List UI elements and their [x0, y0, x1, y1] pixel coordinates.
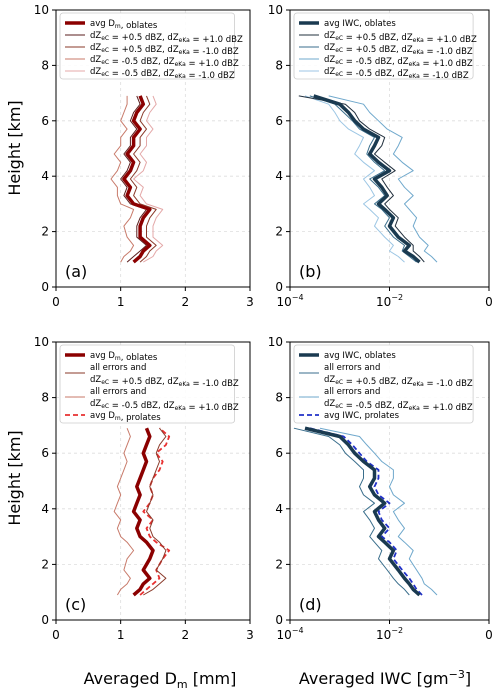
x-tick-label: 3: [246, 295, 254, 309]
series-line: [304, 95, 405, 263]
y-tick-label: 6: [41, 446, 49, 460]
series-line: [309, 95, 417, 263]
legend-label: avg Dm, oblates: [90, 351, 158, 363]
series-line: [313, 94, 421, 264]
legend-label: avg IWC, prolates: [324, 411, 400, 421]
x-tick-label: 0: [52, 295, 60, 309]
y-tick-label: 6: [275, 446, 283, 460]
ylabel-top: Height [km]: [5, 100, 24, 195]
x-tick-label: 10−4: [276, 626, 303, 642]
legend-box: [293, 344, 474, 424]
legend-label: dZeC = +0.5 dBZ, dZeKa = -1.0 dBZ: [90, 43, 239, 57]
x-tick-label: 2: [182, 628, 190, 642]
x-tick-label: 10−2: [376, 626, 403, 642]
x-tick-label: 2: [182, 295, 190, 309]
series-line: [319, 427, 438, 596]
legend-box: [293, 12, 474, 80]
panel-label: (d): [299, 595, 322, 614]
series-line: [131, 427, 155, 597]
y-tick-label: 2: [275, 557, 283, 571]
x-tick-label: 3: [246, 628, 254, 642]
y-tick-label: 10: [34, 335, 49, 349]
legend-box: [59, 12, 236, 80]
x-tick-label: 0: [485, 295, 493, 309]
panel-label: (c): [65, 595, 86, 614]
y-tick-label: 6: [275, 114, 283, 128]
legend-label: dZeC = -0.5 dBZ, dZeKa = +1.0 dBZ: [90, 399, 239, 413]
y-tick-label: 2: [275, 225, 283, 239]
y-tick-label: 4: [275, 502, 283, 516]
x-tick-label: 10−2: [376, 293, 403, 309]
y-tick-label: 0: [41, 613, 49, 627]
legend-label: dZeC = -0.5 dBZ, dZeKa = +1.0 dBZ: [324, 55, 473, 69]
x-tick-label: 1: [117, 295, 125, 309]
axes-frame: [55, 341, 251, 621]
legend-label: dZeC = -0.5 dBZ, dZeKa = -1.0 dBZ: [90, 67, 235, 81]
y-tick-label: 10: [34, 3, 49, 17]
legend-label: dZeC = -0.5 dBZ, dZeKa = -1.0 dBZ: [324, 67, 469, 81]
legend-label: all errors and: [90, 363, 146, 373]
y-tick-label: 8: [41, 58, 49, 72]
x-tick-label: 1: [117, 628, 125, 642]
x-tick-label: 0: [52, 628, 60, 642]
legend-box: [59, 344, 236, 424]
legend-label: avg Dm, oblates: [90, 19, 158, 31]
y-tick-label: 8: [275, 58, 283, 72]
y-tick-label: 8: [41, 391, 49, 405]
y-tick-label: 4: [275, 169, 283, 183]
y-tick-label: 10: [268, 3, 283, 17]
y-tick-label: 6: [41, 114, 49, 128]
y-tick-label: 0: [275, 280, 283, 294]
legend-label: dZeC = +0.5 dBZ, dZeKa = +1.0 dBZ: [90, 31, 243, 45]
panel-label: (a): [65, 262, 87, 281]
series-line: [110, 95, 135, 263]
xlabel-dm: Averaged Dm [mm]: [84, 669, 237, 691]
legend-label: all errors and: [324, 387, 380, 397]
series-line: [133, 95, 164, 263]
x-tick-label: 10−4: [276, 293, 303, 309]
series-line: [120, 95, 147, 263]
y-tick-label: 8: [275, 391, 283, 405]
series-line: [304, 426, 421, 597]
y-tick-label: 2: [41, 557, 49, 571]
axes-frame: [55, 9, 251, 288]
series-line: [143, 427, 167, 596]
series-line: [139, 427, 171, 596]
legend-label: dZeC = +0.5 dBZ, dZeKa = -1.0 dBZ: [324, 375, 473, 389]
legend-label: dZeC = +0.5 dBZ, dZeKa = -1.0 dBZ: [90, 375, 239, 389]
legend-label: avg IWC, oblates: [324, 19, 396, 29]
series-line: [122, 95, 152, 264]
y-tick-label: 2: [41, 225, 49, 239]
y-tick-label: 4: [41, 169, 49, 183]
legend-label: dZeC = -0.5 dBZ, dZeKa = +1.0 dBZ: [324, 399, 473, 413]
series-line: [309, 427, 423, 596]
x-tick-label: 0: [485, 628, 493, 642]
series-line: [113, 428, 135, 596]
panel-label: (b): [299, 262, 322, 281]
legend-label: avg IWC, oblates: [324, 351, 396, 361]
y-tick-label: 0: [41, 280, 49, 294]
ylabel-bottom: Height [km]: [5, 430, 24, 525]
y-tick-label: 0: [275, 613, 283, 627]
series-line: [293, 427, 410, 596]
series-line: [129, 95, 157, 263]
legend-label: dZeC = +0.5 dBZ, dZeKa = -1.0 dBZ: [324, 43, 473, 57]
legend-label: avg Dm, prolates: [90, 411, 161, 423]
xlabel-iwc: Averaged IWC [gm−3]: [299, 668, 471, 688]
y-tick-label: 10: [268, 335, 283, 349]
legend-label: dZeC = +0.5 dBZ, dZeKa = +1.0 dBZ: [324, 31, 477, 45]
legend-label: all errors and: [324, 363, 380, 373]
legend-label: all errors and: [90, 387, 146, 397]
y-tick-label: 4: [41, 502, 49, 516]
series-line: [328, 95, 438, 263]
series-line: [298, 95, 425, 263]
panel-d: 10−4 10−2 0 0 2 4 6 8 10 (d) avg IWC, oblates all e…: [268, 335, 493, 642]
legend-label: dZeC = -0.5 dBZ, dZeKa = +1.0 dBZ: [90, 55, 239, 69]
panel-b: 10−4 10−2 0 0 2 4 6 8 10 (b) avg IWC, oblates dZeC …: [268, 3, 493, 309]
